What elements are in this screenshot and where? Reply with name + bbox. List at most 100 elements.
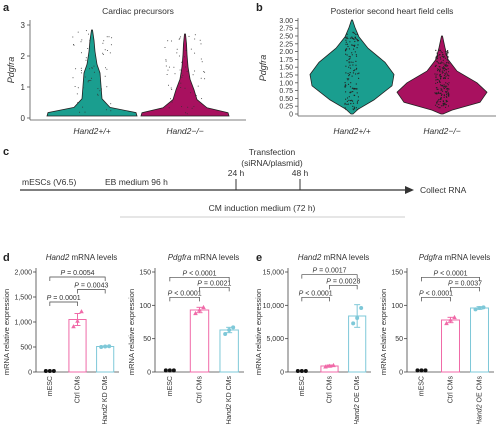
violin-b-point (346, 100, 348, 102)
violin-a-point (109, 52, 111, 54)
violin-a-point (104, 49, 106, 51)
violin-b-point (443, 96, 445, 98)
violin-a-point (105, 67, 106, 69)
chart-point (355, 316, 360, 320)
t24-label: 24 h (228, 168, 245, 178)
plot-a-ytick: 3 (21, 21, 26, 30)
violin-b-point (349, 100, 352, 102)
violin-b-point (436, 92, 438, 94)
violin-a-point (176, 52, 178, 54)
chart-ytick-label: 50 (143, 336, 151, 343)
violin-b-point (346, 48, 348, 50)
violin-b-point (348, 96, 350, 98)
violin-b-point (344, 103, 346, 105)
violin-b-point (358, 108, 360, 110)
violin-b-point (443, 75, 445, 77)
violin-b-point (448, 71, 450, 73)
pvalue-bracket (49, 301, 78, 306)
violin-b-point (448, 92, 450, 94)
pvalue-bracket (421, 296, 451, 302)
violin-b-point (435, 79, 437, 81)
violin-a-point (194, 70, 196, 72)
violin-b-point (354, 51, 356, 53)
chart-category-label: mESC (167, 376, 174, 396)
bar-chart-e-pdgfra: Pdgfra mRNA levels mRNA relative expressi… (379, 253, 494, 424)
violin-a-point (101, 88, 102, 90)
chart-bar (189, 309, 210, 373)
violin-a-point (93, 71, 95, 73)
violin-b-point (349, 37, 351, 39)
violin-b-point (441, 89, 443, 91)
violin-b-point (444, 68, 446, 70)
violin-b-point (347, 45, 349, 48)
chart-ytick-label: 100 (391, 303, 403, 310)
pvalue-label: P = 0.0054 (60, 270, 94, 277)
violin-a-point (201, 98, 203, 100)
violin-b-point (447, 77, 449, 79)
violin-b-point (348, 48, 350, 50)
plot-b-ytick: 1.00 (279, 80, 293, 87)
violin-b-point (445, 75, 447, 77)
chart-point (444, 320, 449, 326)
violin-a-point (180, 82, 182, 84)
violin-b-point (358, 77, 360, 79)
violin-a-point (204, 71, 206, 73)
violin-b-point (440, 75, 442, 77)
violin-b-point (437, 88, 439, 90)
violin-b-point (356, 101, 359, 103)
chart-ytick-label: 1,000 (14, 320, 32, 327)
eb-label: EB medium 96 h (105, 177, 168, 187)
chart-point (295, 368, 300, 373)
chart-ytick-label: 500 (20, 345, 32, 352)
violin-b-point (437, 68, 439, 70)
violin-b-point (447, 68, 449, 70)
violin-a-point (106, 86, 108, 88)
violin-b-point (446, 73, 448, 75)
chart-category-label: mESC (47, 376, 54, 396)
violin-b-point (349, 86, 352, 88)
violin-a-point (80, 67, 82, 69)
violin-a-point (80, 70, 82, 71)
chart-ytick-label: 150 (391, 270, 403, 277)
chart-category-label: Hand2 OE CMs (477, 376, 484, 424)
violin-b-point (445, 86, 447, 88)
violin-a-point (168, 107, 170, 109)
violin-b-point (435, 75, 437, 77)
violin-b-point (440, 84, 442, 86)
violin-b-point (447, 94, 449, 96)
chart-point (473, 307, 478, 312)
violin-b-point (434, 92, 436, 94)
violin-a-point (166, 74, 168, 75)
violin-b-point (356, 109, 358, 111)
violin-b-point (439, 49, 442, 52)
chart-point (423, 368, 428, 373)
violin-b-point (435, 65, 437, 67)
violin-a-point (164, 47, 166, 48)
mesc-label: mESCs (V6.5) (22, 177, 76, 187)
violin-b-point (435, 64, 437, 66)
violin-b-point (345, 108, 347, 111)
pvalue-bracket (169, 276, 230, 282)
violin-a-point (111, 37, 113, 39)
violin-b-point (442, 100, 444, 102)
violin-b-point (437, 57, 439, 60)
violin-a-point (184, 66, 186, 68)
chart-title: Pdgfra mRNA levels (419, 253, 491, 262)
violin-b-point (441, 67, 443, 69)
violin-b-point (356, 88, 358, 90)
violin-b-point (443, 85, 445, 87)
violin-b-point (447, 50, 449, 52)
violin-b-point (352, 105, 354, 107)
plot-b-ytick: 0.25 (279, 104, 293, 111)
chart-ylabel: mRNA relative expression (254, 289, 263, 375)
violin-a-point (89, 68, 91, 70)
violin-b-point (347, 72, 349, 75)
plot-b-ytick: 0.50 (279, 96, 293, 103)
violin-b-point (353, 32, 356, 34)
chart-point (171, 368, 176, 373)
violin-b-point (347, 37, 349, 40)
violin-b-point (440, 97, 442, 99)
violin-b-point (446, 59, 448, 61)
violin-b-point (441, 55, 443, 58)
panel-letter-b: b (256, 2, 263, 14)
